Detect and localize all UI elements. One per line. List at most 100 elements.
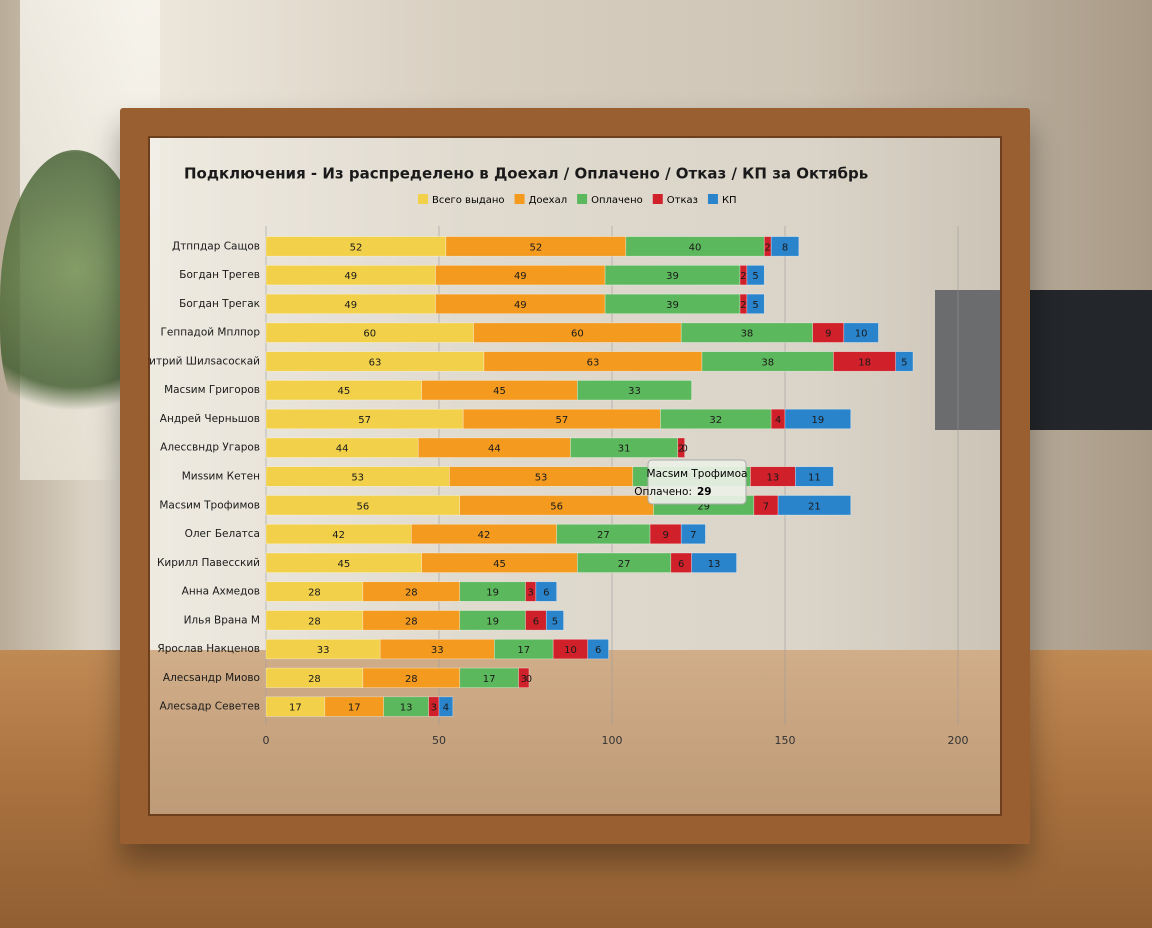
legend-label: Оплачено (591, 195, 643, 206)
value-label: 6 (595, 645, 601, 656)
x-tick-label: 50 (432, 734, 446, 747)
tooltip-value: 29 (697, 486, 712, 498)
value-label: 5 (752, 300, 758, 311)
value-label: 13 (767, 473, 780, 484)
value-label: 3 (521, 674, 527, 685)
value-label: 33 (317, 645, 330, 656)
value-label: 28 (308, 616, 321, 627)
bar-segment (746, 265, 765, 286)
value-label: 5 (901, 357, 907, 368)
legend-swatch (577, 194, 588, 204)
y-tick-label: Ярослав Накценов (157, 643, 260, 655)
y-tick-label: Анна Ахмедов (182, 586, 260, 598)
value-label: 57 (555, 415, 568, 426)
value-label: 3 (431, 703, 437, 714)
value-label: 19 (486, 588, 499, 599)
x-tick-label: 200 (948, 734, 969, 747)
value-label: 33 (431, 645, 444, 656)
value-label: 2 (678, 444, 684, 455)
value-label: 28 (405, 616, 418, 627)
x-tick-label: 150 (775, 734, 796, 747)
y-tick-label: Алессвндр Угаров (160, 442, 260, 454)
tooltip-label: Оплачено: (634, 486, 692, 498)
value-label: 38 (741, 329, 754, 340)
value-label: 8 (782, 242, 788, 253)
value-label: 38 (761, 357, 774, 368)
value-label: 60 (363, 329, 376, 340)
value-label: 27 (597, 530, 610, 541)
value-label: 2 (740, 300, 746, 311)
value-label: 9 (662, 530, 668, 541)
value-label: 6 (543, 588, 549, 599)
value-label: 56 (357, 501, 370, 512)
value-label: 3 (528, 588, 534, 599)
y-tick-label: Богдан Трегев (179, 269, 260, 281)
bar-segment (535, 581, 557, 602)
value-label: 49 (514, 271, 527, 282)
legend-swatch (707, 194, 718, 204)
value-label: 28 (405, 588, 418, 599)
value-label: 5 (552, 616, 558, 627)
monitor (935, 290, 1152, 430)
y-tick-label: Алесsандр Миово (163, 672, 260, 684)
legend-label: Доехал (529, 195, 568, 206)
y-tick-label: Дтппдар Сащов (172, 240, 260, 252)
value-label: 32 (709, 415, 722, 426)
value-label: 63 (369, 357, 382, 368)
value-label: 7 (763, 501, 769, 512)
value-label: 28 (405, 674, 418, 685)
y-tick-label: Масsим Трофимов (159, 499, 260, 511)
bar-segment (784, 408, 852, 430)
value-label: 44 (336, 444, 349, 455)
value-label: 45 (493, 386, 506, 397)
value-label: 21 (808, 501, 821, 512)
y-tick-label: Геппадой Мплпор (161, 327, 261, 339)
value-label: 17 (348, 703, 361, 714)
value-label: 17 (517, 645, 530, 656)
x-tick-label: 0 (263, 734, 270, 747)
value-label: 57 (358, 415, 371, 426)
value-label: 45 (337, 386, 350, 397)
bar-segment (795, 466, 834, 487)
value-label: 13 (708, 559, 721, 570)
value-label: 49 (344, 300, 357, 311)
bar-segment (680, 523, 706, 545)
bar-segment (677, 437, 685, 458)
tooltip-box (647, 459, 747, 505)
value-label: 53 (351, 473, 364, 484)
bar-segment (770, 236, 800, 257)
tooltip: Масsим Трофимоа Оплачено: 29 (634, 459, 748, 505)
chart: Подключения - Из распределено в Доехал /… (148, 165, 969, 748)
legend-swatch (418, 194, 428, 204)
bar-segment (587, 639, 609, 660)
value-label: 29 (697, 501, 710, 512)
value-label: 27 (618, 559, 631, 570)
value-label: 6 (678, 559, 684, 570)
value-label: 39 (666, 271, 679, 282)
bar-segment (518, 667, 530, 688)
value-label: 52 (350, 242, 363, 253)
value-label: 40 (689, 242, 702, 253)
y-tick-label: Mиssим Кетен (182, 471, 260, 483)
value-label: 28 (308, 588, 321, 599)
value-label: 5 (752, 271, 758, 282)
value-label: 18 (858, 357, 871, 368)
value-label: 10 (564, 645, 577, 656)
value-label: 4 (443, 703, 449, 714)
value-label: 2 (765, 242, 771, 253)
tooltip-title: Масsим Трофимоа (647, 468, 748, 480)
value-label: 6 (533, 616, 539, 627)
value-label: 49 (344, 271, 357, 282)
bar-segment (577, 380, 692, 401)
table (0, 650, 1152, 928)
legend-swatch (514, 194, 525, 204)
value-label: 0 (681, 444, 687, 455)
value-label: 19 (812, 415, 825, 426)
value-label: 42 (332, 530, 345, 541)
legend-swatch (652, 194, 663, 204)
y-tick-label: Кирилл Павесский (157, 557, 260, 569)
value-label: 44 (488, 444, 501, 455)
value-label: 10 (855, 329, 868, 340)
y-tick-label: Maсsим Григоров (164, 384, 260, 396)
value-label: 33 (628, 386, 641, 397)
